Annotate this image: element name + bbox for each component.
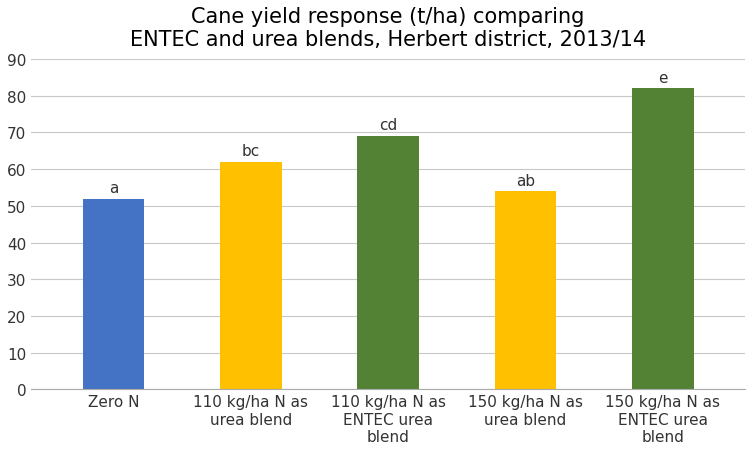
Bar xyxy=(83,199,144,390)
Text: bc: bc xyxy=(241,144,260,159)
Text: e: e xyxy=(658,70,668,86)
Bar xyxy=(632,89,693,390)
Text: cd: cd xyxy=(379,118,397,133)
Bar xyxy=(495,192,556,390)
Title: Cane yield response (t/ha) comparing
ENTEC and urea blends, Herbert district, 20: Cane yield response (t/ha) comparing ENT… xyxy=(130,7,646,50)
Bar xyxy=(220,162,282,390)
Text: a: a xyxy=(109,180,118,195)
Bar xyxy=(357,137,419,390)
Text: ab: ab xyxy=(516,173,535,188)
